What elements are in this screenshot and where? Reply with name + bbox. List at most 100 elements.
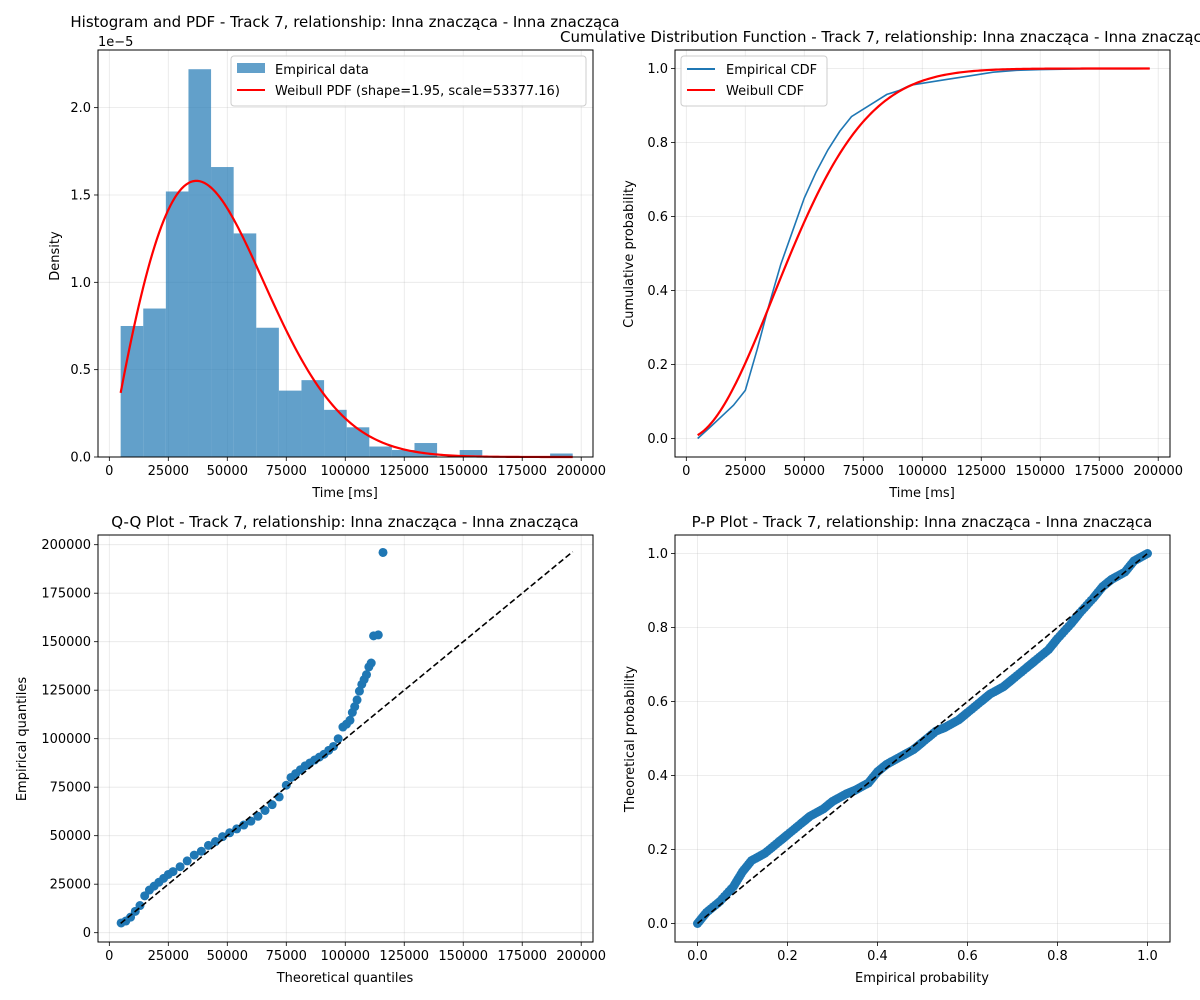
x-tick-label: 1.0 [1137, 949, 1158, 964]
histogram-bar [278, 390, 302, 457]
marks [697, 67, 1150, 440]
y-tick-label: 1.0 [647, 547, 668, 562]
qq-point [328, 741, 338, 751]
qq-point [352, 695, 362, 705]
y-tick-label: 1.0 [647, 62, 668, 77]
x-tick-label: 150000 [438, 949, 488, 964]
x-tick-label: 200000 [556, 464, 606, 479]
x-tick-label: 25000 [148, 464, 189, 479]
y-axis-label: Density [48, 231, 63, 281]
qq-point [253, 811, 263, 821]
x-tick-label: 75000 [843, 464, 884, 479]
legend: Empirical data Weibull PDF (shape=1.95, … [230, 55, 587, 107]
x-tick-label: 0.0 [687, 949, 708, 964]
y-tick-label: 0 [83, 926, 91, 941]
weibull-cdf-line [697, 67, 1150, 437]
qq-point [274, 792, 284, 802]
qq-plot-panel: 0 25000 50000 75000 100000 125000 150000 175000… [15, 513, 606, 986]
histogram-bar [211, 167, 234, 457]
x-tick-label: 175000 [497, 464, 547, 479]
cdf-panel: 0 25000 50000 75000 100000 125000 150000 175000… [560, 28, 1200, 501]
grid [98, 535, 593, 942]
x-axis-label: Time [ms] [888, 486, 955, 501]
y-tick-label: 0.5 [70, 363, 91, 378]
x-tick-label: 100000 [897, 464, 947, 479]
chart-title: P-P Plot - Track 7, relationship: Inna z… [692, 513, 1153, 531]
ticks: 0 25000 50000 75000 100000 125000 150000 175000… [647, 62, 1183, 479]
y-tick-label: 0.2 [647, 358, 668, 373]
histogram-bar [324, 409, 347, 457]
x-tick-label: 125000 [956, 464, 1006, 479]
grid [675, 535, 1170, 942]
x-tick-label: 25000 [725, 464, 766, 479]
x-axis-label: Theoretical quantiles [276, 971, 414, 986]
qq-point [260, 805, 270, 815]
chart-title: Histogram and PDF - Track 7, relationshi… [70, 13, 619, 31]
y-axis-label: Empirical quantiles [15, 677, 30, 802]
qq-point [354, 686, 364, 696]
chart-title: Q-Q Plot - Track 7, relationship: Inna z… [111, 513, 578, 531]
ticks: 0 25000 50000 75000 100000 125000 150000 175000… [70, 101, 606, 479]
legend-label-weibull-cdf: Weibull CDF [726, 84, 804, 99]
marks [119, 69, 573, 459]
qq-point [182, 856, 192, 866]
qq-point [267, 800, 277, 810]
legend-label-empirical-data: Empirical data [275, 63, 369, 78]
x-tick-label: 125000 [379, 464, 429, 479]
x-tick-label: 25000 [148, 949, 189, 964]
qq-point [333, 734, 343, 744]
ticks: 0.0 0.2 0.4 0.6 0.8 1.0 0.0 0.2 0.4 0.6 0.8 1.0 [647, 547, 1158, 964]
qq-point [203, 840, 213, 850]
y-tick-label: 0.8 [647, 136, 668, 151]
legend-label-weibull-pdf: Weibull PDF (shape=1.95, scale=53377.16) [275, 84, 560, 99]
marks [116, 547, 574, 928]
legend-box [230, 55, 587, 107]
x-tick-label: 175000 [1074, 464, 1124, 479]
axes-frame [674, 534, 1171, 943]
y-tick-label: 0.4 [647, 769, 668, 784]
y-tick-label: 175000 [41, 587, 91, 602]
y-tick-label: 50000 [50, 829, 91, 844]
chart-title: Cumulative Distribution Function - Track… [560, 28, 1200, 46]
y-tick-label: 1.5 [70, 188, 91, 203]
legend-box [680, 55, 828, 107]
y-tick-label: 1.0 [70, 276, 91, 291]
qq-point [378, 547, 388, 557]
y-tick-label: 0.0 [647, 432, 668, 447]
x-tick-label: 100000 [320, 464, 370, 479]
y-tick-label: 0.4 [647, 284, 668, 299]
qq-point [281, 780, 291, 790]
legend-label-empirical-cdf: Empirical CDF [726, 63, 817, 78]
legend-swatch-bar [237, 63, 265, 73]
y-tick-label: 150000 [41, 635, 91, 650]
x-tick-label: 50000 [207, 464, 248, 479]
ticks: 0 25000 50000 75000 100000 125000 150000 175000… [41, 538, 606, 964]
histogram-bar [391, 450, 415, 457]
x-tick-label: 200000 [1133, 464, 1183, 479]
x-tick-label: 0 [682, 464, 690, 479]
qq-point [196, 846, 206, 856]
histogram-bar [301, 380, 325, 457]
qq-point [168, 867, 178, 877]
marks [693, 549, 1152, 928]
x-tick-label: 0 [105, 949, 113, 964]
qq-point [239, 820, 249, 830]
reference-line [120, 551, 574, 924]
y-tick-label: 25000 [50, 878, 91, 893]
x-tick-label: 75000 [266, 949, 307, 964]
y-axis-label: Theoretical probability [623, 666, 638, 813]
histogram-bar [369, 446, 392, 457]
qq-point [361, 670, 371, 680]
x-tick-label: 0.2 [777, 949, 798, 964]
x-tick-label: 0.4 [867, 949, 888, 964]
histogram-bar [346, 427, 370, 457]
histogram-bar [143, 308, 166, 457]
histogram-bar [233, 233, 257, 457]
qq-point [135, 901, 145, 911]
qq-point [189, 850, 199, 860]
qq-point [210, 837, 220, 847]
y-axis-label: Cumulative probability [622, 180, 637, 328]
y-tick-label: 75000 [50, 781, 91, 796]
